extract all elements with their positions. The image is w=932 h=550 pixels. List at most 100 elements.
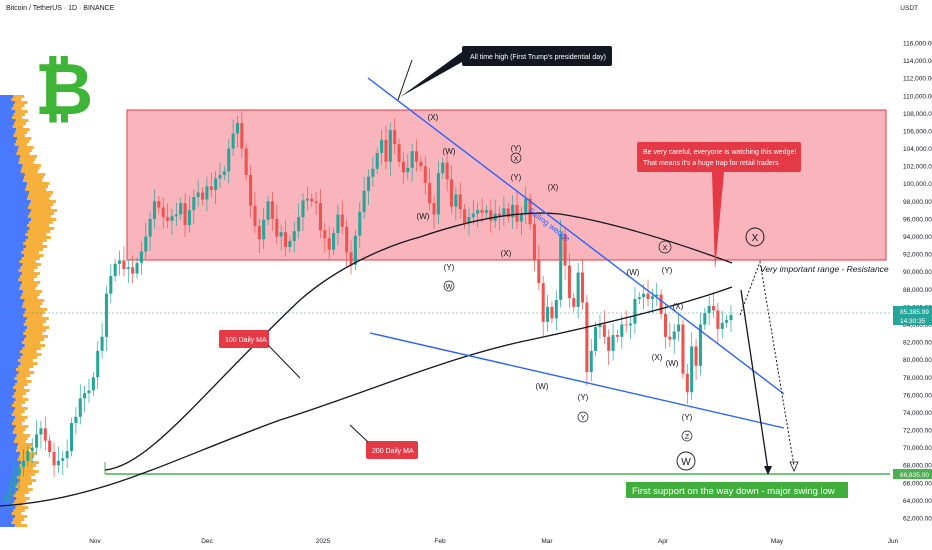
volume-bar-down xyxy=(26,335,48,338)
volume-bar-up xyxy=(0,341,23,344)
volume-bar-down xyxy=(25,239,47,242)
volume-bar-down xyxy=(20,284,38,287)
volume-bar-down xyxy=(16,374,31,377)
volume-bar-up xyxy=(0,158,20,161)
volume-bar-down xyxy=(17,137,32,140)
candle-body xyxy=(336,214,340,233)
y-tick-label: 84,000.00 xyxy=(903,322,932,329)
volume-bar-up xyxy=(0,344,25,347)
x-tick-label: Dec xyxy=(201,538,213,545)
candle-body xyxy=(532,224,536,260)
candle-body xyxy=(126,267,130,270)
candle-body xyxy=(690,346,694,393)
volume-bar-down xyxy=(15,110,28,113)
volume-bar-down xyxy=(23,323,44,326)
candle-body xyxy=(201,192,205,200)
y-tick-label: 66,000.00 xyxy=(903,480,932,487)
volume-bar-down xyxy=(15,119,29,122)
volume-bar-down xyxy=(20,266,38,269)
volume-bar-down xyxy=(23,302,43,305)
volume-bar-up xyxy=(0,257,22,260)
volume-bar-up xyxy=(0,476,18,479)
x-tick-label: Jun xyxy=(888,538,899,545)
volume-bar-up xyxy=(0,149,18,152)
x-tick-label: 2025 xyxy=(316,538,331,545)
volume-bar-up xyxy=(0,176,25,179)
candle-body xyxy=(449,179,454,207)
candle-body xyxy=(620,324,624,337)
candle-body xyxy=(668,336,672,340)
candle-body xyxy=(209,186,213,190)
wave-label-x-circle: X xyxy=(514,156,519,163)
candle-body xyxy=(39,428,43,435)
volume-bar-up xyxy=(0,434,17,437)
volume-bar-up xyxy=(0,203,30,206)
candle-body xyxy=(432,203,436,215)
volume-bar-down xyxy=(13,419,25,422)
volume-bar-down xyxy=(24,176,44,179)
volume-bar-down xyxy=(25,233,47,236)
wedge-upper-line xyxy=(367,77,785,395)
ma200-label: 200 Daily MA xyxy=(372,448,414,455)
volume-bar-up xyxy=(0,209,32,212)
candle-body xyxy=(406,167,410,173)
ma200-callout-box xyxy=(366,441,418,459)
volume-bar-up xyxy=(0,389,17,392)
volume-bar-up xyxy=(0,428,15,431)
candle-body xyxy=(366,176,371,191)
volume-bar-up xyxy=(0,287,20,290)
candle-body xyxy=(375,152,379,169)
volume-bar-up xyxy=(0,146,19,149)
candle-body xyxy=(21,460,25,467)
volume-bar-down xyxy=(16,434,31,437)
candle-body xyxy=(104,293,108,337)
volume-bar-up xyxy=(0,239,26,242)
volume-bar-down xyxy=(13,494,25,497)
candle-body xyxy=(340,214,344,227)
volume-bar-down xyxy=(24,311,45,314)
resistance-range-band xyxy=(126,109,887,261)
volume-bar-up xyxy=(0,383,16,386)
volume-bar-down xyxy=(11,98,22,101)
volume-bar-down xyxy=(11,521,22,524)
wave-label-x: (X) xyxy=(428,113,439,122)
candle-body xyxy=(681,324,685,374)
y-tick-label: 90,000.00 xyxy=(903,269,932,276)
y-tick-label: 112,000.00 xyxy=(903,76,932,83)
candle-body xyxy=(550,306,554,319)
warning-line-1: Be very careful, everyone is watching th… xyxy=(643,149,796,156)
volume-bar-down xyxy=(15,425,29,428)
y-tick-label: 114,000.00 xyxy=(903,58,932,65)
time-axis[interactable]: Nov Dec 2025 Feb Mar Apr May Jun xyxy=(89,538,898,545)
volume-bar-down xyxy=(19,158,36,161)
volume-bar-down xyxy=(17,476,32,479)
volume-bar-up xyxy=(0,347,23,350)
y-tick-label: 72,000.00 xyxy=(903,428,932,435)
price-axis[interactable]: 62,000.00 64,000.00 66,000.00 68,000.00 70,0… xyxy=(903,41,932,523)
volume-bar-down xyxy=(14,377,27,380)
volume-bar-down xyxy=(18,443,33,446)
candle-body xyxy=(257,225,261,240)
y-tick-label: 116,000.00 xyxy=(903,41,932,48)
candle-body xyxy=(279,232,283,237)
candle-body xyxy=(655,294,659,297)
volume-bar-up xyxy=(0,248,24,251)
volume-bar-up xyxy=(0,461,22,464)
volume-bar-up xyxy=(0,128,17,131)
volume-bar-down xyxy=(29,191,54,194)
candle-body xyxy=(646,293,650,299)
volume-bar-up xyxy=(0,473,20,476)
y-tick-label: 88,000.00 xyxy=(903,287,932,294)
volume-bar-down xyxy=(13,509,25,512)
candle-body xyxy=(454,194,458,207)
volume-bar-down xyxy=(13,410,25,413)
candle-body xyxy=(663,313,668,337)
volume-bar-down xyxy=(22,164,41,167)
volume-bar-down xyxy=(31,218,57,221)
volume-bar-up xyxy=(0,110,16,113)
candle-body xyxy=(270,201,274,219)
candle-body xyxy=(388,130,392,162)
candle-body xyxy=(401,161,405,173)
volume-bar-down xyxy=(24,173,46,176)
